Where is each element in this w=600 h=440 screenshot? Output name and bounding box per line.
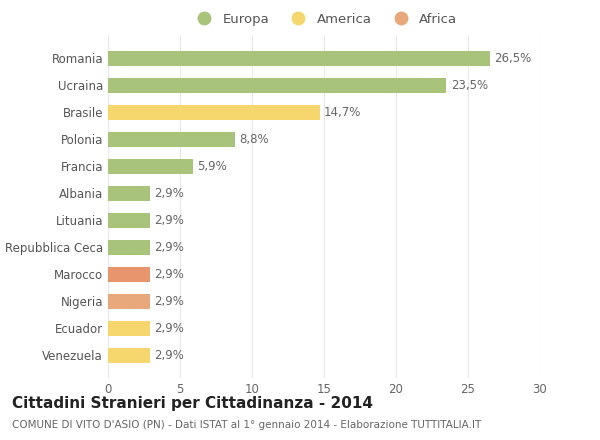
Bar xyxy=(108,213,150,228)
Legend: Europa, America, Africa: Europa, America, Africa xyxy=(185,7,463,31)
Bar xyxy=(108,321,150,336)
Bar xyxy=(108,186,150,201)
Text: 14,7%: 14,7% xyxy=(324,106,361,119)
Bar xyxy=(108,267,150,282)
Text: 2,9%: 2,9% xyxy=(154,268,184,281)
Text: 2,9%: 2,9% xyxy=(154,241,184,254)
Bar xyxy=(108,51,490,66)
Bar xyxy=(108,240,150,255)
Text: 2,9%: 2,9% xyxy=(154,214,184,227)
Text: 5,9%: 5,9% xyxy=(197,160,227,173)
Bar xyxy=(108,105,320,120)
Text: 2,9%: 2,9% xyxy=(154,295,184,308)
Text: 2,9%: 2,9% xyxy=(154,322,184,335)
Text: 26,5%: 26,5% xyxy=(494,52,531,65)
Text: 23,5%: 23,5% xyxy=(451,79,488,92)
Bar xyxy=(108,348,150,363)
Bar xyxy=(108,132,235,147)
Bar xyxy=(108,78,446,93)
Text: 2,9%: 2,9% xyxy=(154,187,184,200)
Bar xyxy=(108,159,193,174)
Text: 8,8%: 8,8% xyxy=(239,133,269,146)
Text: COMUNE DI VITO D'ASIO (PN) - Dati ISTAT al 1° gennaio 2014 - Elaborazione TUTTIT: COMUNE DI VITO D'ASIO (PN) - Dati ISTAT … xyxy=(12,420,481,430)
Text: Cittadini Stranieri per Cittadinanza - 2014: Cittadini Stranieri per Cittadinanza - 2… xyxy=(12,396,373,411)
Bar xyxy=(108,294,150,309)
Text: 2,9%: 2,9% xyxy=(154,349,184,362)
